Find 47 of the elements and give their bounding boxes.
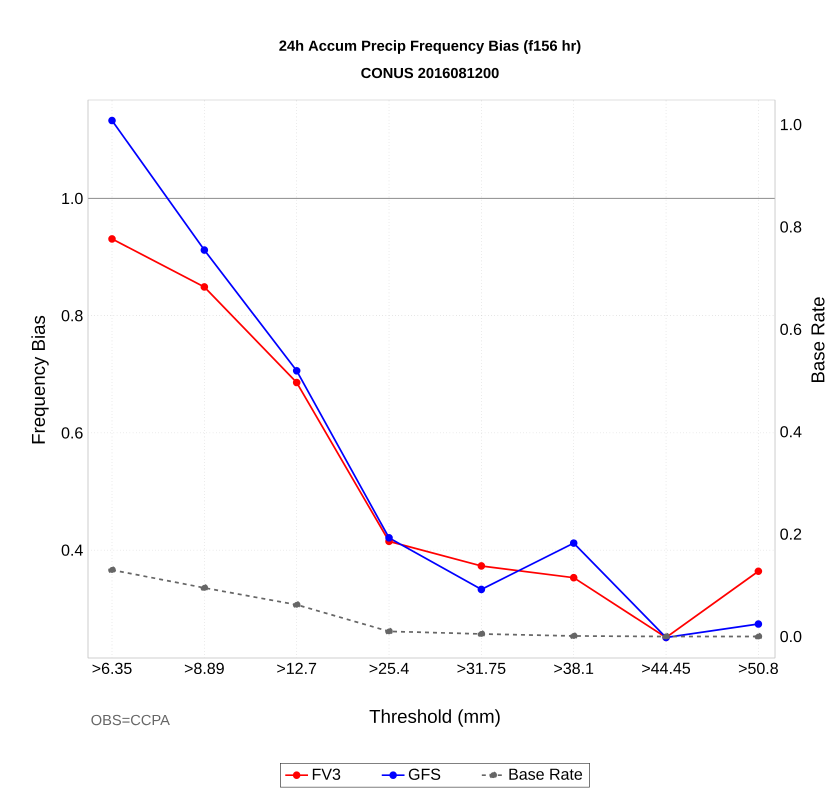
point — [754, 632, 762, 640]
point — [108, 235, 116, 243]
y2-tick-label: 1.0 — [780, 118, 802, 130]
point — [478, 562, 486, 570]
text: OBS=CCPA — [91, 714, 170, 726]
x-tick-label: >12.7 — [277, 662, 316, 674]
point — [385, 534, 393, 542]
legend-label: Base Rate — [509, 768, 582, 780]
point — [200, 283, 208, 291]
x-tick-label: >8.89 — [184, 662, 224, 674]
y2-tick-label: 0.8 — [780, 221, 802, 233]
x-tick-label: >38.1 — [554, 662, 594, 674]
y2-tick-label: 0.4 — [780, 426, 802, 438]
point — [754, 620, 762, 628]
y-tick-label: 1.0 — [62, 192, 83, 204]
point — [292, 600, 300, 609]
point — [754, 567, 762, 576]
point — [478, 586, 486, 594]
point — [570, 539, 578, 547]
y-tick-label: 0.4 — [62, 544, 83, 556]
x-tick-label: >50.8 — [738, 662, 778, 674]
point — [478, 630, 486, 638]
legend-label: GFS — [408, 768, 440, 780]
point — [292, 378, 300, 386]
x-tick-label: >31.75 — [457, 662, 506, 674]
y-tick-label: 0.6 — [62, 427, 83, 439]
x-axis-title: Threshold (mm) — [370, 709, 500, 727]
y2-axis-title: Base Rate — [812, 297, 825, 382]
point — [200, 584, 208, 592]
y2-tick-label: 0.2 — [780, 528, 802, 540]
chart-title: 24h Accum Precip Frequency Bias (f156 hr) — [279, 40, 580, 54]
point — [570, 574, 578, 582]
point — [385, 628, 393, 636]
chart-subtitle: CONUS 2016081200 — [361, 68, 499, 78]
y2-tick-label: 0.0 — [780, 630, 802, 642]
x-tick-label: >25.4 — [370, 662, 409, 674]
point — [200, 246, 208, 254]
y-axis-title: Frequency Bias — [31, 316, 49, 444]
legend-label: FV3 — [312, 768, 340, 780]
x-tick-label: >6.35 — [92, 662, 132, 674]
point — [108, 566, 116, 574]
y2-tick-label: 0.6 — [780, 324, 802, 335]
y-tick-label: 0.8 — [62, 310, 83, 322]
point — [108, 116, 116, 124]
x-tick-label: >44.45 — [642, 662, 690, 674]
point — [570, 632, 578, 640]
point — [292, 366, 300, 375]
